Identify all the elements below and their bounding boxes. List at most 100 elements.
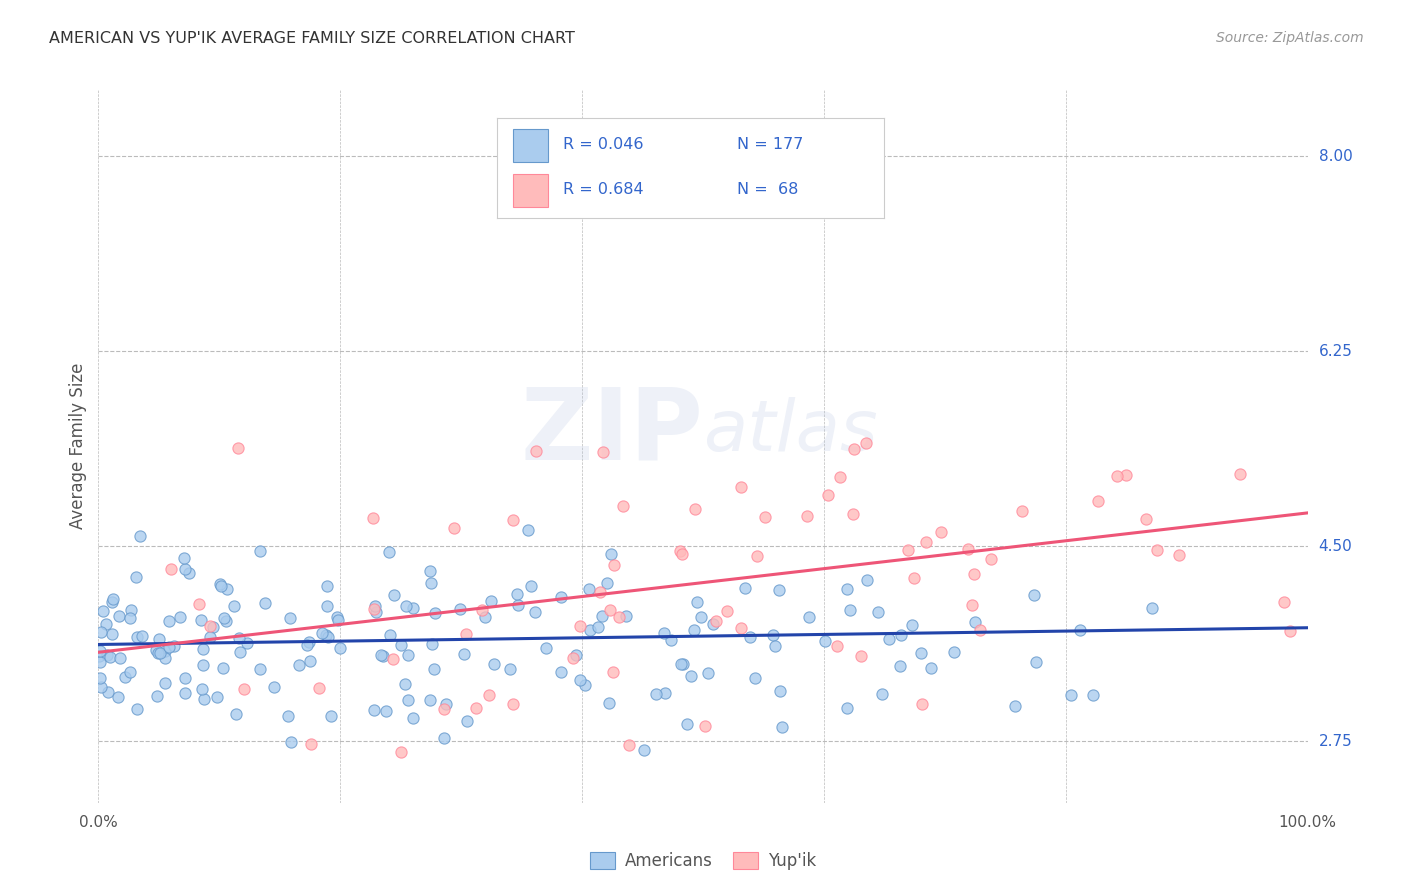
Point bbox=[288, 657, 311, 672]
Point bbox=[903, 571, 925, 585]
Point bbox=[236, 636, 259, 650]
Point bbox=[98, 650, 121, 665]
Point bbox=[734, 581, 756, 595]
Point bbox=[364, 605, 387, 619]
Point bbox=[1081, 688, 1104, 702]
Point bbox=[396, 648, 419, 662]
Point bbox=[402, 601, 425, 615]
Point bbox=[89, 644, 111, 658]
Point bbox=[169, 609, 191, 624]
Point bbox=[911, 697, 934, 711]
Point bbox=[730, 621, 752, 635]
Point bbox=[159, 561, 181, 575]
Point bbox=[145, 643, 167, 657]
Point bbox=[1025, 656, 1047, 670]
Point bbox=[1272, 595, 1295, 609]
Text: ZIP: ZIP bbox=[520, 384, 703, 480]
Point bbox=[517, 523, 540, 537]
Point bbox=[963, 567, 986, 582]
Point bbox=[209, 579, 232, 593]
Point bbox=[401, 711, 423, 725]
Point bbox=[173, 671, 195, 685]
Point bbox=[315, 628, 337, 642]
FancyBboxPatch shape bbox=[513, 128, 548, 161]
Point bbox=[395, 599, 418, 613]
Point bbox=[456, 714, 478, 728]
Point bbox=[599, 603, 621, 617]
Point bbox=[683, 623, 706, 637]
Point bbox=[91, 604, 114, 618]
Point bbox=[1229, 467, 1251, 482]
Point bbox=[586, 620, 609, 634]
FancyBboxPatch shape bbox=[513, 174, 548, 207]
Point bbox=[215, 615, 238, 629]
Point bbox=[311, 626, 333, 640]
Point bbox=[704, 614, 727, 628]
Point bbox=[506, 587, 529, 601]
Point bbox=[107, 690, 129, 704]
Point bbox=[298, 634, 321, 648]
Point bbox=[326, 609, 349, 624]
Point bbox=[842, 507, 865, 521]
Point bbox=[478, 688, 501, 702]
Point bbox=[910, 646, 932, 660]
Point bbox=[980, 551, 1002, 566]
Point bbox=[474, 610, 496, 624]
Point bbox=[942, 645, 965, 659]
Point bbox=[524, 605, 547, 619]
Point bbox=[602, 665, 624, 679]
Point bbox=[316, 578, 339, 592]
Point bbox=[253, 596, 276, 610]
Point bbox=[754, 510, 776, 524]
Point bbox=[226, 441, 249, 455]
Point bbox=[603, 558, 626, 573]
Point bbox=[957, 541, 980, 556]
Point bbox=[762, 628, 785, 642]
Point bbox=[148, 632, 170, 646]
Point bbox=[870, 687, 893, 701]
Point bbox=[856, 573, 879, 587]
Point bbox=[233, 681, 256, 696]
Point bbox=[125, 630, 148, 644]
Point bbox=[100, 627, 122, 641]
Point bbox=[689, 610, 711, 624]
Point bbox=[1279, 624, 1302, 639]
Point bbox=[110, 651, 132, 665]
Point bbox=[174, 686, 197, 700]
Point bbox=[449, 602, 471, 616]
Point bbox=[118, 665, 141, 679]
Point bbox=[319, 708, 342, 723]
Point bbox=[498, 662, 520, 676]
Point bbox=[676, 717, 699, 731]
Point bbox=[482, 657, 505, 671]
Point bbox=[669, 544, 692, 558]
Point bbox=[225, 707, 247, 722]
Point bbox=[839, 603, 862, 617]
Point bbox=[433, 731, 456, 745]
Point bbox=[524, 443, 547, 458]
Point bbox=[797, 610, 820, 624]
Point bbox=[453, 647, 475, 661]
Point bbox=[364, 599, 387, 614]
Point bbox=[89, 671, 111, 685]
Point bbox=[578, 623, 600, 637]
Point bbox=[249, 662, 271, 676]
Point bbox=[695, 719, 717, 733]
Point bbox=[188, 598, 211, 612]
Point bbox=[363, 703, 385, 717]
Point bbox=[443, 521, 465, 535]
Text: R = 0.684: R = 0.684 bbox=[564, 182, 644, 197]
Point bbox=[193, 692, 215, 706]
Point bbox=[1069, 623, 1091, 637]
Point bbox=[598, 697, 620, 711]
Point bbox=[1087, 493, 1109, 508]
Point bbox=[929, 525, 952, 540]
Point bbox=[382, 588, 405, 602]
Point bbox=[420, 637, 443, 651]
Text: 6.25: 6.25 bbox=[1319, 343, 1353, 359]
Point bbox=[669, 657, 692, 671]
Point bbox=[599, 547, 621, 561]
Point bbox=[596, 576, 619, 591]
Point bbox=[215, 582, 238, 596]
Point bbox=[671, 657, 693, 672]
